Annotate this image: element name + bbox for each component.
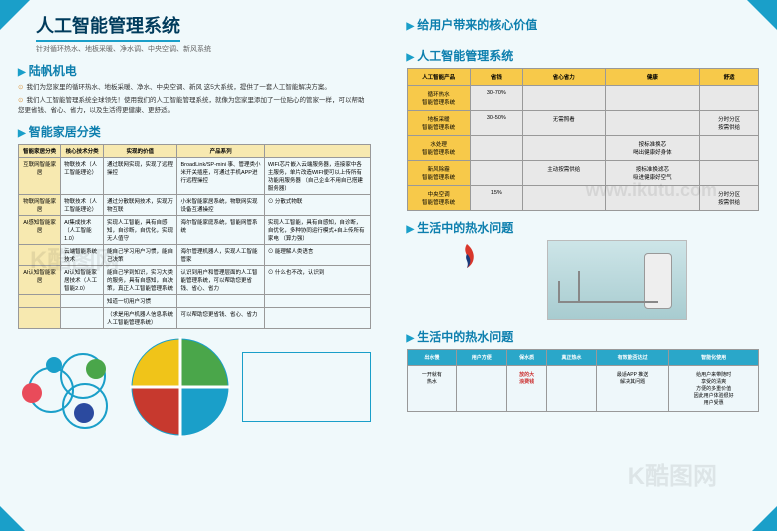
body-paragraph: ⊙我们人工智能管理系统全球领先！使用我们的人工智能管理系统，就像为您家里添加了一… [18,96,371,116]
table-row: 新风除霾智能管理系统主动按需供给按标准换滤芯吸进健康好空气 [407,161,759,186]
right-column: 给用户带来的核心价值 人工智能管理系统 人工智能产品省钱省心省力健康舒适 循环热… [389,0,777,531]
section-heading-lufan: 陆帆机电 [18,62,371,79]
section-heading-classify: 智能家居分类 [18,123,371,140]
table-row: AI感知智能家居AI集成技术（人工智能1.0）实现人工智能，具有自感知，自诊断，… [19,216,371,245]
diagram-row [18,337,371,437]
table-header: 有效能否达过 [596,350,668,366]
section-heading-value: 给用户带来的核心价值 [407,16,760,33]
table-header: 真正热水 [547,350,597,366]
table-row: AI认知智能家居AI认知智能家居技术（人工智能2.0）能自己学到知识，实习大类的… [19,266,371,295]
table-header: 健康 [605,69,700,86]
main-title: 人工智能管理系统 [36,12,180,42]
value-table: 人工智能产品省钱省心省力健康舒适 循环热水智能管理系统30-70%地板采暖智能管… [407,68,760,211]
table-header: 实现的价值 [104,145,177,158]
table-row: 物联网智能家居物联技术（人工智能理论）通过分散联网技术，实现万物互联小米智能家居… [19,195,371,216]
table-row: 云端智能系统技术能自己学习用户习惯，能自己决策海尔管理机器人，实现人工智能管家⊙… [19,245,371,266]
classification-table: 智能家居分类核心技术分类实现的价值产品系列 互联网智能家居物联技术（人工智能理论… [18,144,371,329]
table-header: 核心技术分类 [61,145,104,158]
body-paragraph: ⊙我们为您家里的循环热水、地板采暖、净水、中央空调、新风 这5大系统，提供了一套… [18,83,371,93]
table-row: 一开就有热水放的大浪费钱最适APP 推送解决其问题给用户来带随时享受的清爽方便的… [407,366,759,412]
water-heater-image [547,240,687,320]
table-header: 产品系列 [177,145,264,158]
text: 我们人工智能管理系统全球领先！使用我们的人工智能管理系统，就像为您家里添加了一位… [18,97,364,114]
section-heading-aisystem: 人工智能管理系统 [407,47,760,64]
table-header: 保水质 [507,350,547,366]
table-header: 省钱 [470,69,522,86]
hotwater-table: 出水慢用户方便保水质真正热水有效能否达过智能化使用 一开就有热水放的大浪费钱最适… [407,349,760,412]
table-row: 互联网智能家居物联技术（人工智能理论）通过联网实现，实现了远程操控BroadLi… [19,158,371,195]
table-row: 水处理智能管理系统按标准换芯喝出健康好身体 [407,136,759,161]
table-header: 用户方便 [457,350,507,366]
bubble-diagram [18,347,118,427]
flame-icon-area [407,240,537,320]
table-row: 循环热水智能管理系统30-70% [407,86,759,111]
table-row: （求是用户机器人信息系统人工智能管理系统）可以帮助您更省钱、省心、省力 [19,308,371,329]
section-heading-hotwater2: 生活中的热水问题 [407,328,760,345]
table-row: 地板采暖智能管理系统30-50%无需照看分时分区按需供给 [407,111,759,136]
left-column: 人工智能管理系统 针对循环热水、地板采暖、净水调、中央空调、新风系统 陆帆机电 … [0,0,389,531]
table-row: 中央空调智能管理系统15%分时分区按需供给 [407,186,759,211]
subtitle: 针对循环热水、地板采暖、净水调、中央空调、新风系统 [36,44,371,54]
table-header: 省心省力 [522,69,605,86]
text: 我们为您家里的循环热水、地板采暖、净水、中央空调、新风 这5大系统，提供了一套人… [26,84,330,91]
table-header: 智能化使用 [669,350,759,366]
table-header: 舒适 [700,69,759,86]
table-header: 人工智能产品 [407,69,470,86]
table-row: 知道一切用户习惯 [19,295,371,308]
section-heading-hotwater1: 生活中的热水问题 [407,219,760,236]
table-header: 出水慢 [407,350,457,366]
pie-chart [130,337,230,437]
diagram-box [242,352,371,422]
table-header: 智能家居分类 [19,145,61,158]
